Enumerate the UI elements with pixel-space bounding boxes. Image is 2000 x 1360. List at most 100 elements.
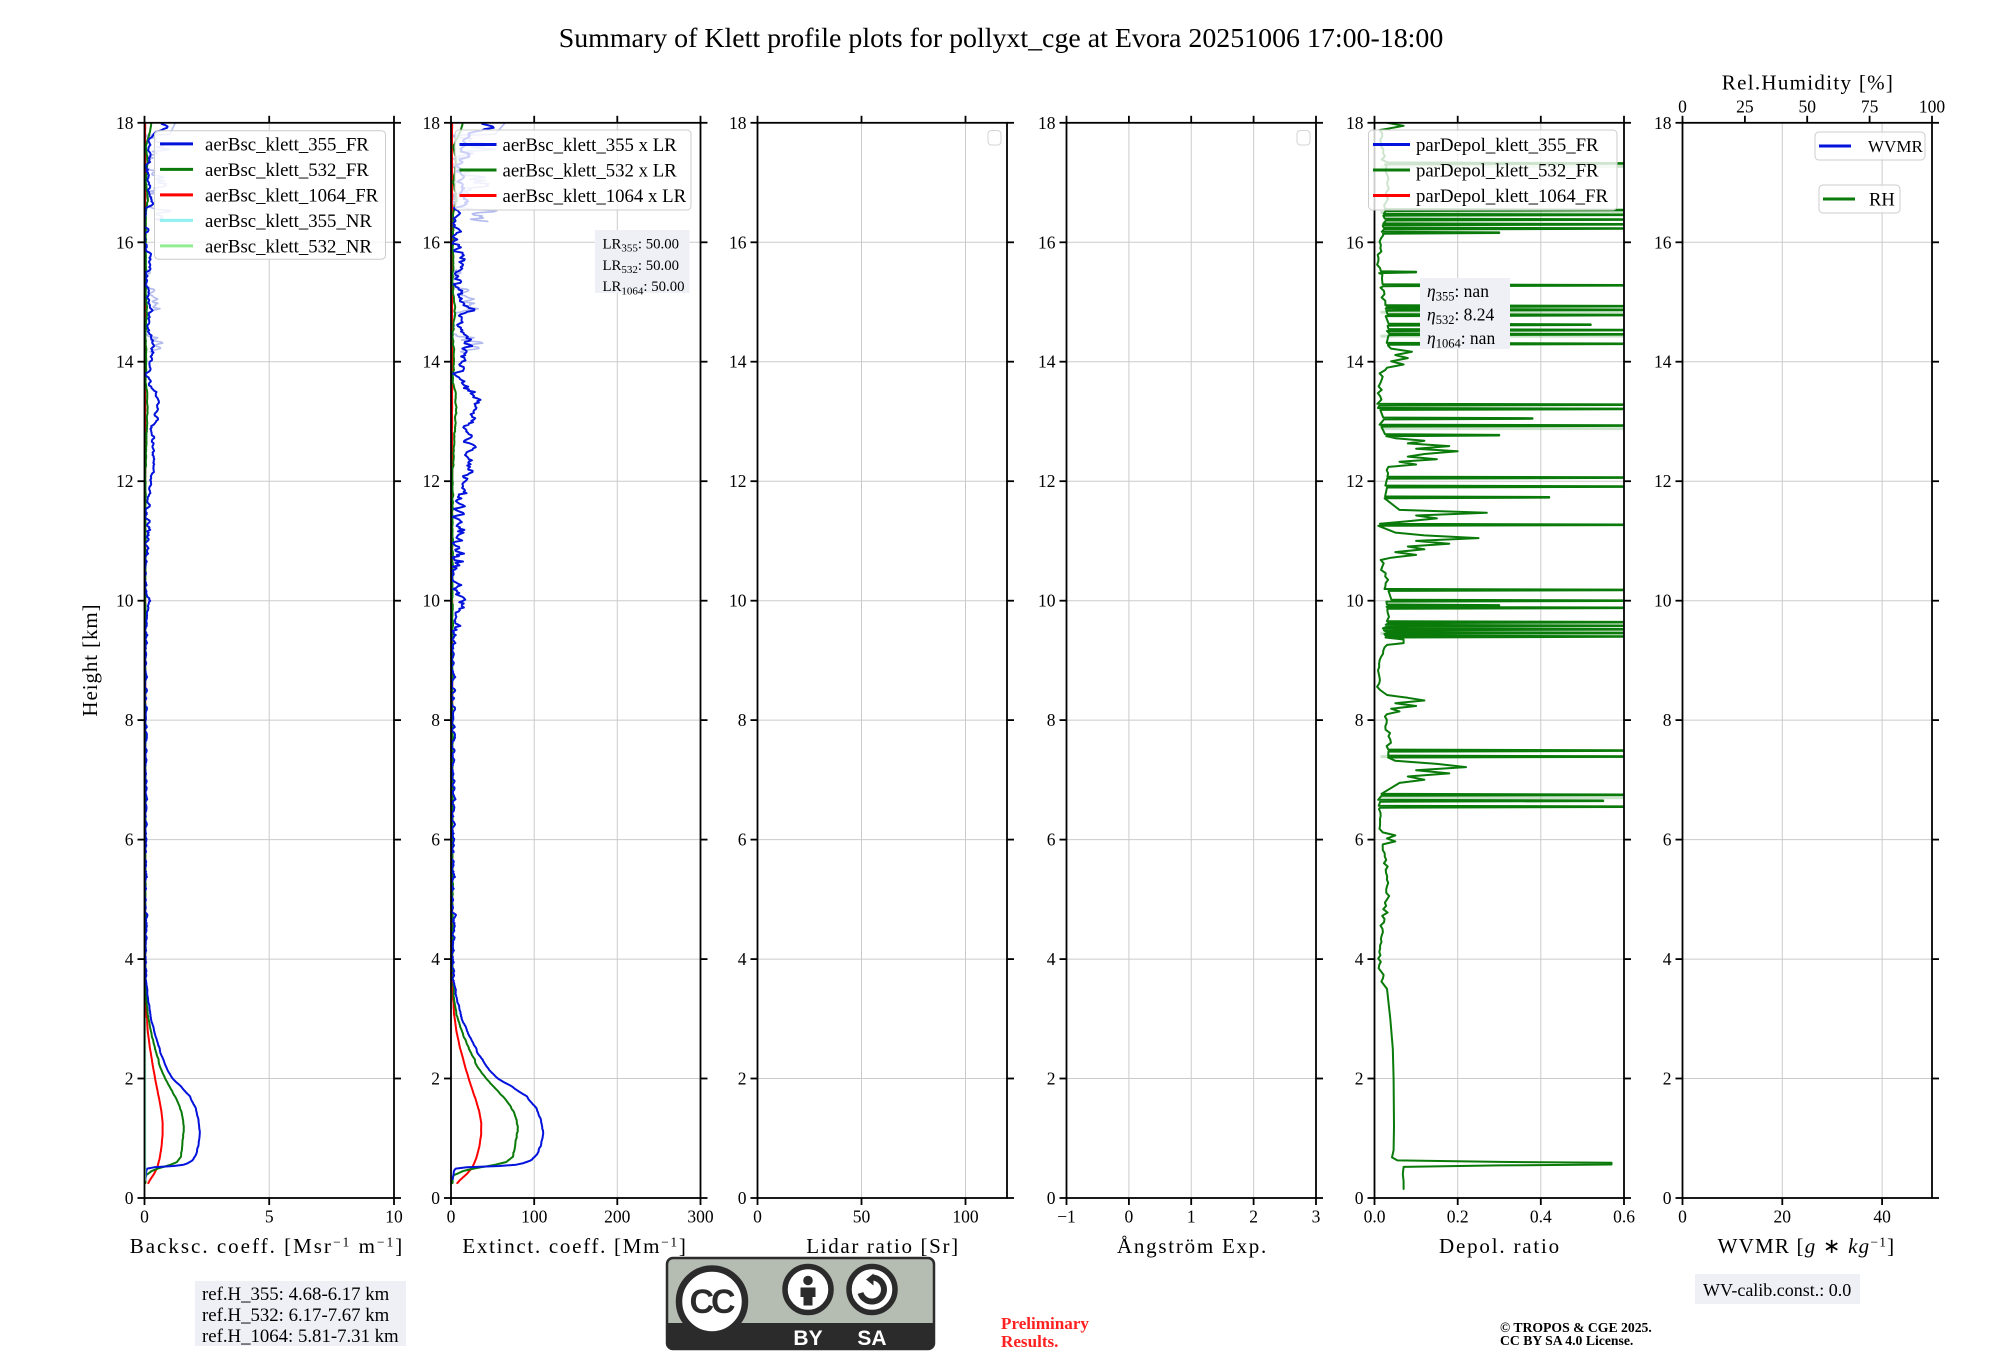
svg-text:0: 0 — [431, 1188, 440, 1208]
svg-text:Summary of Klett profile plots: Summary of Klett profile plots for polly… — [559, 23, 1444, 54]
svg-text:LR532: 50.00: LR532: 50.00 — [603, 258, 680, 276]
svg-text:100: 100 — [1919, 97, 1946, 117]
svg-text:0.4: 0.4 — [1530, 1207, 1552, 1227]
svg-text:0: 0 — [1678, 1207, 1687, 1227]
svg-text:2: 2 — [1355, 1069, 1364, 1089]
svg-text:14: 14 — [1654, 352, 1672, 372]
svg-text:16: 16 — [1038, 232, 1056, 252]
svg-text:ref.H_1064: 5.81-7.31 km: ref.H_1064: 5.81-7.31 km — [202, 1326, 399, 1347]
svg-text:12: 12 — [1346, 471, 1364, 491]
svg-text:18: 18 — [1038, 113, 1056, 133]
svg-text:4: 4 — [1047, 949, 1056, 969]
svg-text:0.6: 0.6 — [1613, 1207, 1635, 1227]
svg-text:0.0: 0.0 — [1364, 1207, 1386, 1227]
svg-text:12: 12 — [423, 471, 441, 491]
svg-text:10: 10 — [116, 591, 134, 611]
svg-text:0: 0 — [1047, 1188, 1056, 1208]
svg-text:12: 12 — [116, 471, 134, 491]
svg-text:6: 6 — [1663, 830, 1672, 850]
svg-text:© TROPOS & CGE 2025.: © TROPOS & CGE 2025. — [1500, 1320, 1652, 1335]
svg-text:18: 18 — [116, 113, 134, 133]
svg-text:WVMR [g ∗ kg−1]: WVMR [g ∗ kg−1] — [1718, 1234, 1896, 1258]
svg-text:1: 1 — [1187, 1207, 1196, 1227]
svg-text:40: 40 — [1873, 1207, 1891, 1227]
svg-text:200: 200 — [604, 1207, 631, 1227]
svg-text:4: 4 — [1355, 949, 1364, 969]
svg-text:4: 4 — [431, 949, 440, 969]
svg-text:0: 0 — [140, 1207, 149, 1227]
svg-text:16: 16 — [1654, 232, 1672, 252]
svg-text:aerBsc_klett_355_NR: aerBsc_klett_355_NR — [205, 211, 372, 232]
svg-text:10: 10 — [423, 591, 441, 611]
svg-text:Results.: Results. — [1001, 1332, 1058, 1351]
svg-text:3: 3 — [1312, 1207, 1321, 1227]
svg-text:4: 4 — [125, 949, 134, 969]
svg-text:−1: −1 — [1057, 1207, 1076, 1227]
svg-text:6: 6 — [125, 830, 134, 850]
svg-text:η1064: nan: η1064: nan — [1427, 328, 1495, 351]
svg-text:0: 0 — [1125, 1207, 1134, 1227]
svg-text:WV-calib.const.: 0.0: WV-calib.const.: 0.0 — [1703, 1280, 1851, 1300]
svg-text:10: 10 — [729, 591, 747, 611]
svg-text:Ångström Exp.: Ångström Exp. — [1117, 1234, 1268, 1258]
svg-text:0: 0 — [753, 1207, 762, 1227]
svg-text:2: 2 — [1663, 1069, 1672, 1089]
svg-text:0: 0 — [125, 1188, 134, 1208]
svg-text:8: 8 — [1047, 710, 1056, 730]
svg-text:8: 8 — [431, 710, 440, 730]
svg-text:18: 18 — [729, 113, 747, 133]
svg-text:16: 16 — [116, 232, 134, 252]
svg-text:SA: SA — [857, 1327, 886, 1350]
svg-text:η355: nan: η355: nan — [1427, 281, 1489, 304]
svg-text:0: 0 — [1355, 1188, 1364, 1208]
svg-text:20: 20 — [1774, 1207, 1792, 1227]
svg-text:aerBsc_klett_355 x LR: aerBsc_klett_355 x LR — [503, 135, 678, 156]
svg-text:50: 50 — [853, 1207, 871, 1227]
svg-text:aerBsc_klett_532_NR: aerBsc_klett_532_NR — [205, 236, 372, 257]
svg-text:BY: BY — [793, 1327, 822, 1350]
svg-text:4: 4 — [738, 949, 747, 969]
svg-text:14: 14 — [1038, 352, 1056, 372]
svg-text:300: 300 — [687, 1207, 714, 1227]
svg-text:aerBsc_klett_1064_FR: aerBsc_klett_1064_FR — [205, 185, 379, 206]
svg-text:aerBsc_klett_532 x LR: aerBsc_klett_532 x LR — [503, 160, 678, 181]
svg-text:0: 0 — [738, 1188, 747, 1208]
svg-text:8: 8 — [738, 710, 747, 730]
svg-text:0.2: 0.2 — [1447, 1207, 1469, 1227]
svg-text:Depol. ratio: Depol. ratio — [1439, 1234, 1561, 1258]
svg-text:8: 8 — [125, 710, 134, 730]
svg-text:Lidar ratio [Sr]: Lidar ratio [Sr] — [806, 1234, 960, 1258]
svg-text:6: 6 — [431, 830, 440, 850]
svg-text:parDepol_klett_355_FR: parDepol_klett_355_FR — [1416, 135, 1599, 156]
svg-text:parDepol_klett_532_FR: parDepol_klett_532_FR — [1416, 160, 1599, 181]
svg-text:12: 12 — [1038, 471, 1056, 491]
svg-text:aerBsc_klett_532_FR: aerBsc_klett_532_FR — [205, 160, 369, 181]
svg-text:16: 16 — [729, 232, 747, 252]
svg-text:CC: CC — [689, 1283, 735, 1321]
svg-text:LR355: 50.00: LR355: 50.00 — [603, 237, 680, 255]
svg-text:8: 8 — [1355, 710, 1364, 730]
svg-text:18: 18 — [1654, 113, 1672, 133]
svg-text:18: 18 — [1346, 113, 1364, 133]
svg-text:RH: RH — [1869, 190, 1895, 210]
svg-text:ref.H_355: 4.68-6.17 km: ref.H_355: 4.68-6.17 km — [202, 1284, 390, 1305]
svg-text:50: 50 — [1798, 97, 1816, 117]
svg-text:2: 2 — [431, 1069, 440, 1089]
svg-text:10: 10 — [1346, 591, 1364, 611]
svg-text:4: 4 — [1663, 949, 1672, 969]
svg-text:16: 16 — [423, 232, 441, 252]
svg-text:10: 10 — [385, 1207, 403, 1227]
svg-text:CC BY SA 4.0 License.: CC BY SA 4.0 License. — [1500, 1333, 1633, 1348]
svg-text:12: 12 — [729, 471, 747, 491]
svg-text:0: 0 — [1663, 1188, 1672, 1208]
svg-text:2: 2 — [1047, 1069, 1056, 1089]
svg-text:100: 100 — [952, 1207, 979, 1227]
svg-text:parDepol_klett_1064_FR: parDepol_klett_1064_FR — [1416, 186, 1608, 207]
svg-text:0: 0 — [1678, 97, 1687, 117]
svg-text:14: 14 — [116, 352, 134, 372]
svg-text:LR1064: 50.00: LR1064: 50.00 — [603, 279, 685, 297]
svg-text:14: 14 — [1346, 352, 1364, 372]
svg-text:6: 6 — [738, 830, 747, 850]
svg-text:18: 18 — [423, 113, 441, 133]
svg-text:10: 10 — [1038, 591, 1056, 611]
